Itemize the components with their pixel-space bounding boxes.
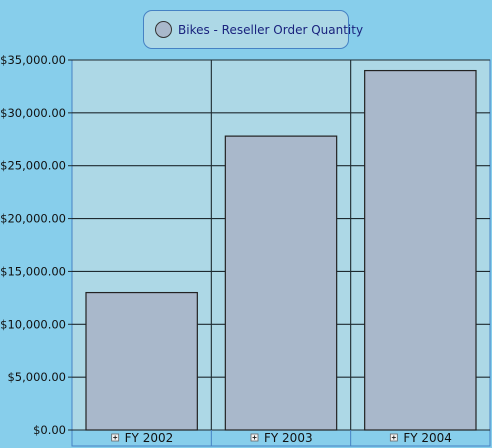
x-tick-label[interactable]: FY 2002 xyxy=(125,431,174,445)
y-tick-label: $35,000.00 xyxy=(0,53,66,67)
y-tick-label: $25,000.00 xyxy=(0,159,66,173)
y-tick-label: $20,000.00 xyxy=(0,212,66,226)
y-tick-label: $10,000.00 xyxy=(0,317,66,331)
x-tick-label[interactable]: FY 2003 xyxy=(264,431,313,445)
y-tick-label: $0.00 xyxy=(33,423,66,437)
y-tick-label: $30,000.00 xyxy=(0,106,66,120)
legend-swatch-icon xyxy=(155,21,172,38)
bar-fy-2002[interactable] xyxy=(85,291,198,431)
y-tick-label: $15,000.00 xyxy=(0,264,66,278)
bar-fy-2004[interactable] xyxy=(364,69,477,431)
legend-label: Bikes - Reseller Order Quantity xyxy=(178,22,364,37)
x-tick-label[interactable]: FY 2004 xyxy=(403,431,452,445)
legend[interactable]: Bikes - Reseller Order Quantity xyxy=(143,10,363,49)
bar-fy-2003[interactable] xyxy=(224,135,338,431)
y-tick-label: $5,000.00 xyxy=(7,370,66,384)
